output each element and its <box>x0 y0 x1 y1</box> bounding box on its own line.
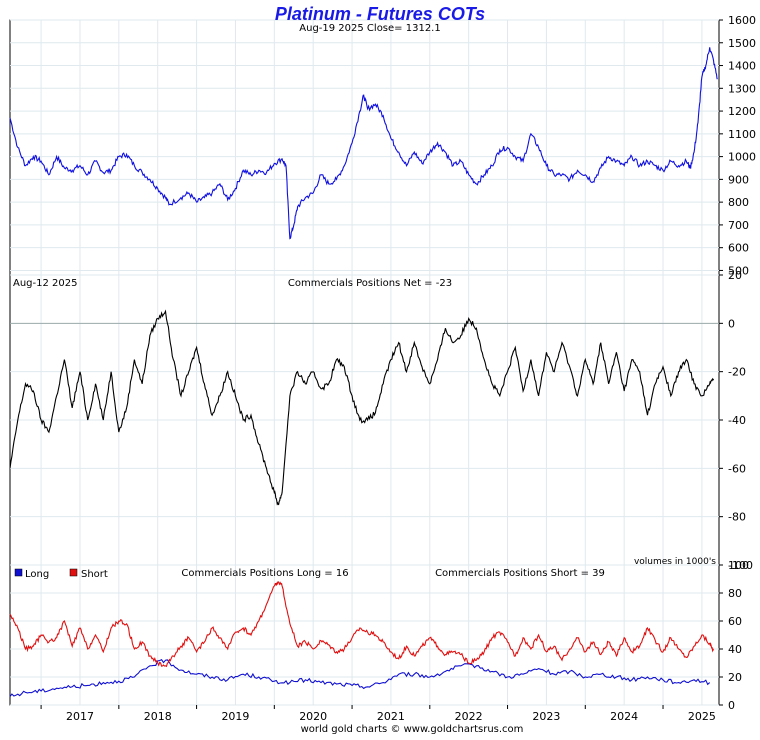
short-series-line <box>9 581 715 668</box>
y-tick-label: 1500 <box>728 37 756 50</box>
y-tick-label: 1100 <box>728 128 756 141</box>
y-tick-label: -60 <box>728 462 746 475</box>
price-header: Aug-19 2025 Close= 1312.1 <box>299 23 440 34</box>
x-tick-label: 2021 <box>377 710 405 723</box>
x-tick-label: 2022 <box>455 710 483 723</box>
long-header: Commercials Positions Long = 16 <box>181 568 348 579</box>
y-tick-label: 20 <box>728 269 742 282</box>
y-tick-label: -40 <box>728 414 746 427</box>
legend-long-swatch <box>14 568 23 577</box>
long-series-line <box>9 659 711 697</box>
y-tick-label: -100 <box>728 559 753 572</box>
net-date-label: Aug-12 2025 <box>13 278 78 289</box>
y-tick-label: 1300 <box>728 82 756 95</box>
panel-frame <box>9 564 720 706</box>
y-tick-label: 1400 <box>728 60 756 73</box>
x-tick-label: 2020 <box>299 710 327 723</box>
y-tick-label: 1200 <box>728 105 756 118</box>
x-tick-label: 2018 <box>144 710 172 723</box>
y-tick-label: 800 <box>728 196 749 209</box>
y-tick-label: 60 <box>728 615 742 628</box>
y-tick-label: -80 <box>728 511 746 524</box>
panel-frame <box>9 19 720 276</box>
y-tick-label: 0 <box>728 317 735 330</box>
y-tick-label: 1600 <box>728 14 756 27</box>
series-line-price <box>9 47 718 240</box>
x-tick-label: 2019 <box>221 710 249 723</box>
net-header: Commercials Positions Net = -23 <box>288 278 452 289</box>
volumes-note: volumes in 1000's <box>634 557 716 567</box>
legend-long-label: Long <box>25 569 49 580</box>
y-tick-label: 80 <box>728 587 742 600</box>
legend-short-swatch <box>69 568 78 577</box>
y-tick-label: 700 <box>728 219 749 232</box>
chart-title: Platinum - Futures COTs <box>275 4 485 24</box>
y-tick-label: 100 <box>728 559 749 572</box>
y-tick-label: 20 <box>728 671 742 684</box>
x-tick-label: 2024 <box>610 710 638 723</box>
footer-credit: world gold charts © www.goldchartsrus.co… <box>301 724 524 735</box>
y-tick-label: 0 <box>728 699 735 712</box>
y-tick-label: -20 <box>728 366 746 379</box>
y-tick-label: 1000 <box>728 151 756 164</box>
short-header: Commercials Positions Short = 39 <box>435 568 605 579</box>
y-tick-label: 900 <box>728 173 749 186</box>
x-tick-label: 2025 <box>688 710 716 723</box>
x-tick-label: 2017 <box>66 710 94 723</box>
y-tick-label: 600 <box>728 242 749 255</box>
x-tick-label: 2023 <box>532 710 560 723</box>
y-tick-label: 500 <box>728 264 749 277</box>
legend-short-label: Short <box>81 569 108 580</box>
y-tick-label: 40 <box>728 643 742 656</box>
series-line-net <box>9 309 715 506</box>
